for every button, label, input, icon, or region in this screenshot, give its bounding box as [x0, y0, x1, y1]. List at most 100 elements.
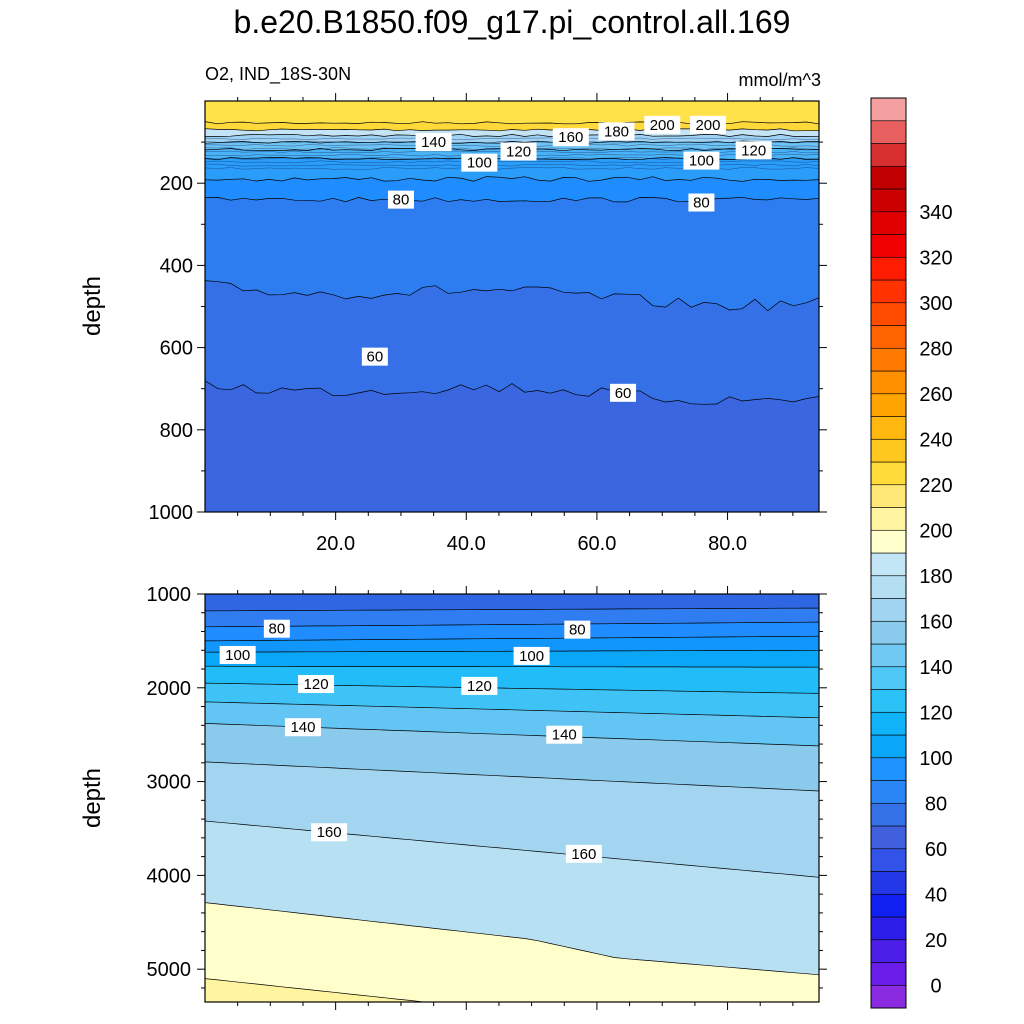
- contour-label: 120: [304, 676, 329, 693]
- contour-label-box: [298, 675, 335, 694]
- colorbar-swatch: [870, 302, 907, 326]
- x-tick-label: 60.0: [577, 533, 616, 555]
- colorbar-swatch: [870, 438, 907, 463]
- colorbar-swatch: [870, 962, 907, 986]
- colorbar-swatch: [870, 757, 907, 781]
- colorbar-swatch: [870, 529, 907, 554]
- contour-label: 80: [269, 621, 286, 638]
- colorbar-swatch: [870, 780, 907, 804]
- colorbar-swatch: [870, 256, 907, 281]
- colorbar-swatch: [870, 461, 907, 486]
- contour-label-box: [311, 823, 348, 842]
- colorbar-swatch: [870, 848, 907, 872]
- contour-label: 140: [552, 727, 577, 744]
- contour-label-box: [689, 115, 726, 134]
- colorbar-label: 320: [919, 247, 952, 269]
- contour-label-box: [461, 153, 498, 172]
- units-label: mmol/m^3: [738, 70, 821, 90]
- contour-label-box: [513, 646, 550, 665]
- contour-line: [205, 133, 819, 138]
- y-tick-label: 4000: [147, 865, 192, 887]
- colorbar-swatch: [870, 598, 907, 622]
- contour-label-box: [552, 128, 589, 147]
- colorbar-label: 60: [925, 839, 947, 861]
- contour-label-box: [735, 141, 772, 160]
- contour-label-box: [500, 142, 537, 161]
- contour-label: 100: [225, 647, 250, 664]
- colorbar-swatch: [870, 871, 907, 895]
- colorbar-swatch: [870, 575, 907, 599]
- colorbar-label: 40: [925, 884, 947, 906]
- contour-line: [205, 820, 819, 878]
- contour-label-box: [598, 122, 635, 141]
- contour-label: 200: [695, 117, 720, 134]
- contour-label: 140: [290, 719, 315, 736]
- contour-label-box: [263, 619, 290, 638]
- colorbar-swatch: [870, 347, 907, 372]
- y-tick-label: 800: [160, 420, 193, 442]
- x-tick-label: 40.0: [447, 533, 486, 555]
- colorbar-label: 340: [919, 202, 952, 224]
- contour-label-box: [683, 151, 720, 170]
- contour-line: [205, 635, 819, 642]
- y-tick-label: 1000: [149, 502, 194, 524]
- colorbar-label: 180: [919, 566, 952, 588]
- contour-label: 60: [615, 385, 632, 402]
- contour-label: 140: [421, 134, 446, 151]
- contour-label: 160: [558, 129, 583, 146]
- colorbar-swatch: [870, 620, 907, 645]
- contour-label: 100: [467, 155, 492, 172]
- contour-label: 180: [604, 123, 629, 140]
- colorbar-swatch: [870, 211, 907, 235]
- contour-label-box: [415, 133, 452, 152]
- contour-label-box: [688, 193, 715, 212]
- contour-line: [205, 380, 819, 405]
- colorbar-swatch: [870, 507, 907, 531]
- contour-label: 100: [519, 648, 544, 665]
- contour-line: [205, 761, 819, 792]
- y-tick-label: 5000: [147, 959, 192, 981]
- colorbar-swatch: [870, 370, 907, 395]
- lower-panel-fill: [205, 594, 819, 1002]
- colorbar-swatch: [870, 643, 907, 668]
- colorbar-swatch: [870, 893, 907, 918]
- contour-label: 200: [650, 117, 675, 134]
- colorbar-label: 0: [930, 975, 941, 997]
- colorbar-label: 280: [919, 338, 952, 360]
- contour-line: [205, 701, 819, 719]
- y-axis-label: depth: [79, 276, 106, 336]
- contour-label: 60: [366, 349, 383, 366]
- contour-label-box: [361, 347, 388, 366]
- y-axis-label: depth: [79, 768, 106, 828]
- colorbar-label: 120: [919, 702, 952, 724]
- contour-label: 80: [569, 622, 586, 639]
- contour-line: [205, 607, 819, 612]
- contour-label: 160: [317, 824, 342, 841]
- contour-label: 80: [693, 195, 710, 212]
- contour-label: 80: [393, 192, 410, 209]
- colorbar-label: 140: [919, 657, 952, 679]
- contour-label: 120: [506, 144, 531, 161]
- colorbar-label: 260: [919, 384, 952, 406]
- y-tick-label: 400: [160, 255, 193, 277]
- colorbar-label: 80: [925, 793, 947, 815]
- y-tick-label: 1000: [147, 584, 192, 606]
- colorbar-label: 200: [919, 520, 952, 542]
- contour-label: 120: [741, 142, 766, 159]
- x-tick-label: 20.0: [316, 533, 355, 555]
- contour-label-box: [284, 718, 321, 737]
- colorbar-swatch: [870, 984, 907, 1009]
- chart-title: b.e20.B1850.f09_g17.pi_control.all.169: [233, 4, 791, 40]
- contour-label-box: [644, 115, 681, 134]
- colorbar-swatch: [870, 689, 907, 713]
- contour-line: [205, 621, 819, 628]
- contour-label: 100: [689, 153, 714, 170]
- colorbar-swatch: [870, 97, 907, 122]
- colorbar-swatch: [870, 825, 907, 850]
- colorbar-swatch: [870, 188, 907, 213]
- colorbar-swatch: [870, 120, 907, 144]
- colorbar-swatch: [870, 916, 907, 941]
- upper-panel-fill: [205, 101, 819, 512]
- colorbar-label: 240: [919, 429, 952, 451]
- contour-label-box: [546, 725, 583, 744]
